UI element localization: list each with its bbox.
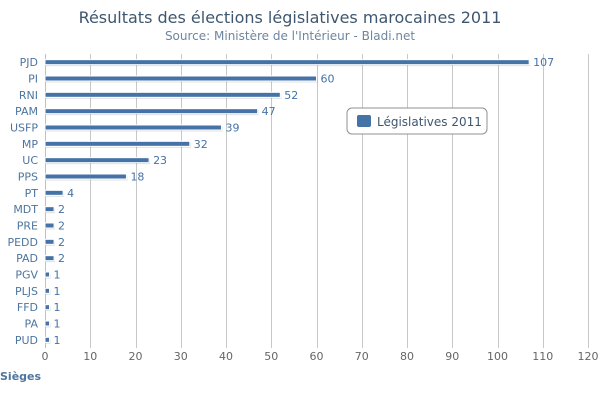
x-tick-label: 20	[129, 350, 143, 363]
x-tick-label: 120	[578, 350, 599, 363]
category-label: RNI	[19, 89, 38, 102]
bar-pps[interactable]	[44, 173, 127, 180]
category-label: PI	[28, 73, 38, 86]
data-label: 1	[54, 285, 61, 298]
bar-pljs[interactable]	[44, 287, 51, 294]
category-label: FFD	[17, 301, 38, 314]
data-label: 32	[194, 138, 208, 151]
bar-mp[interactable]	[44, 140, 191, 147]
x-axis-tick-labels: 0 10 20 30 40 50 60 70 80 90 100 110 120	[42, 350, 599, 363]
grid-lines	[45, 54, 589, 348]
x-tick-label: 30	[174, 350, 188, 363]
bar-rni[interactable]	[44, 91, 281, 98]
data-label: 1	[54, 334, 61, 347]
legend-symbol	[357, 115, 371, 127]
bar-pud[interactable]	[44, 336, 51, 343]
category-labels: PJD PI RNI PAM USFP MP UC PPS PT MDT PRE PEDD PAD PGV…	[7, 56, 38, 347]
bar-pedd[interactable]	[44, 238, 55, 245]
category-label: PEDD	[7, 236, 38, 249]
category-label: USFP	[10, 122, 38, 135]
bar-pi[interactable]	[44, 75, 317, 82]
data-label: 52	[284, 89, 298, 102]
data-label: 60	[321, 73, 335, 86]
x-tick-label: 80	[400, 350, 414, 363]
legend[interactable]: Législatives 2011	[346, 107, 488, 135]
data-label: 18	[130, 171, 144, 184]
bar-pre[interactable]	[44, 222, 55, 229]
bar-ffd[interactable]	[44, 304, 51, 311]
x-tick-label: 90	[445, 350, 459, 363]
category-label: MP	[22, 138, 38, 151]
category-label: PAD	[16, 252, 38, 265]
data-label: 2	[58, 236, 65, 249]
chart-subtitle: Source: Ministère de l'Intérieur - Bladi…	[165, 29, 415, 43]
data-label: 47	[262, 105, 276, 118]
bar-uc[interactable]	[44, 157, 150, 164]
category-label: PLJS	[15, 285, 38, 298]
category-label: PAM	[15, 105, 38, 118]
category-label: UC	[22, 154, 38, 167]
category-label: PT	[25, 187, 39, 200]
data-label: 1	[54, 269, 61, 282]
bar-usfp[interactable]	[44, 124, 222, 131]
category-label: PGV	[15, 269, 38, 282]
category-label: PPS	[18, 171, 38, 184]
data-label: 1	[54, 318, 61, 331]
bar-pjd[interactable]	[44, 59, 530, 66]
data-label: 2	[58, 203, 65, 216]
legend-box	[346, 107, 488, 135]
category-label: PRE	[17, 220, 38, 233]
data-label: 2	[58, 252, 65, 265]
x-tick-label: 110	[532, 350, 553, 363]
bar-pad[interactable]	[44, 255, 55, 262]
bar-mdt[interactable]	[44, 206, 55, 213]
bars	[44, 59, 531, 344]
data-label: 39	[225, 122, 239, 135]
x-tick-label: 10	[83, 350, 97, 363]
x-axis-title: Sièges	[0, 370, 41, 383]
x-tick-label: 70	[355, 350, 369, 363]
x-tick-label: 40	[219, 350, 233, 363]
bar-pam[interactable]	[44, 108, 259, 115]
x-tick-label: 50	[264, 350, 278, 363]
data-label: 107	[533, 56, 554, 69]
category-label: PJD	[20, 56, 38, 69]
legend-item-label[interactable]: Législatives 2011	[377, 115, 482, 129]
category-label: PUD	[15, 334, 38, 347]
x-tick-label: 60	[310, 350, 324, 363]
category-label: MDT	[13, 203, 38, 216]
x-tick-label: 0	[42, 350, 49, 363]
chart-title: Résultats des élections législatives mar…	[79, 8, 502, 27]
data-label: 2	[58, 220, 65, 233]
data-label: 23	[153, 154, 167, 167]
bar-pa[interactable]	[44, 320, 51, 327]
bar-pgv[interactable]	[44, 271, 51, 278]
category-label: PA	[25, 318, 39, 331]
bar-pt[interactable]	[44, 189, 64, 196]
x-tick-label: 100	[487, 350, 508, 363]
data-label: 1	[54, 301, 61, 314]
data-label: 4	[67, 187, 74, 200]
